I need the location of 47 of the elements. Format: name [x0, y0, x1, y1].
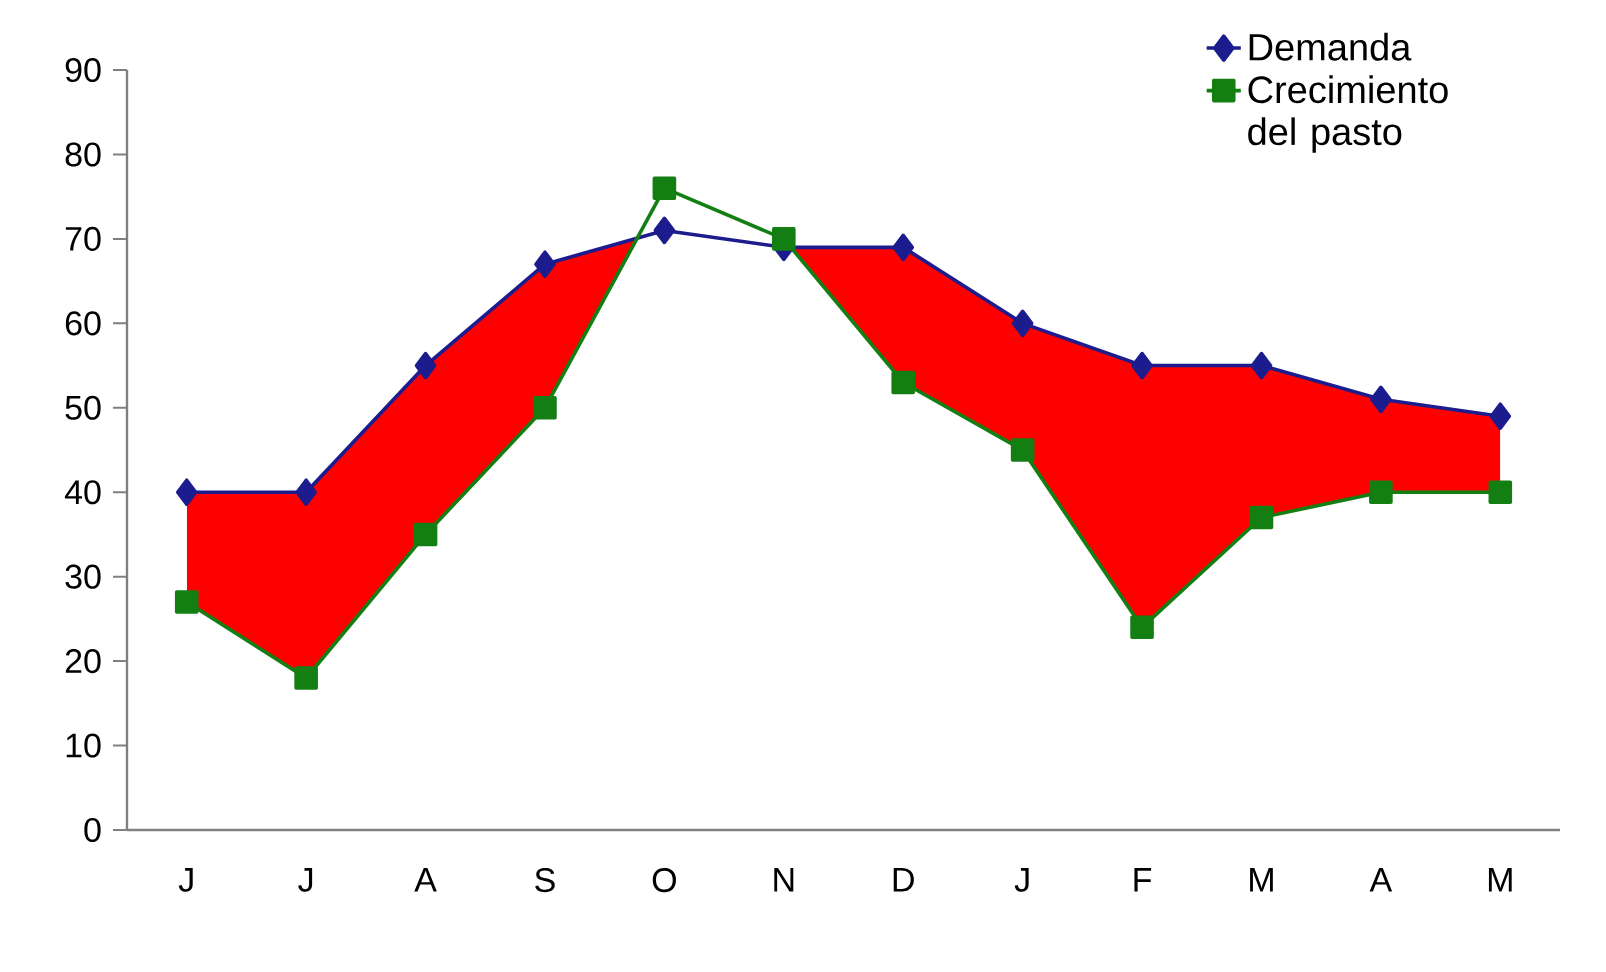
y-tick-label: 70 [65, 226, 101, 251]
x-tick-label: M [1250, 868, 1273, 892]
point [772, 227, 796, 251]
legend-label: Crecimiento del pasto [1248, 75, 1448, 153]
y-tick-label: 50 [65, 395, 101, 420]
x-tick-label: J [298, 868, 313, 892]
point [534, 250, 556, 279]
y-tick-label: 0 [84, 817, 101, 843]
point [652, 176, 677, 201]
point [1369, 480, 1393, 505]
point [653, 216, 676, 245]
y-tick-label: 80 [65, 142, 101, 167]
point [1488, 480, 1513, 505]
x-tick-label: J [178, 868, 193, 892]
point [1249, 505, 1274, 530]
x-tick-label: N [774, 868, 794, 892]
point [1489, 402, 1512, 431]
point [1131, 351, 1153, 380]
x-tick-label: M [1488, 868, 1512, 892]
point [1370, 385, 1392, 414]
point [1010, 438, 1035, 462]
x-tick-label: A [414, 868, 437, 892]
point [1130, 615, 1154, 640]
y-tick-label: 60 [65, 311, 101, 336]
point [414, 351, 437, 380]
point [1250, 351, 1273, 380]
x-tick-label: F [1134, 868, 1152, 892]
x-tick-label: A [1369, 868, 1393, 892]
y-tick-label: 10 [66, 733, 101, 758]
point [891, 370, 916, 395]
y-tick-label: 20 [65, 649, 101, 674]
point [892, 233, 915, 262]
y-tick-label: 30 [65, 564, 101, 589]
y-tick-label: 90 [65, 57, 101, 83]
point [413, 522, 438, 547]
point [295, 478, 317, 507]
point [1011, 309, 1034, 338]
x-tick-label: D [893, 868, 914, 892]
point [294, 666, 318, 690]
point [533, 395, 557, 420]
x-tick-label: S [535, 868, 555, 893]
x-tick-label: O [652, 868, 676, 893]
y-tick-label: 40 [64, 480, 101, 505]
legend-label: Demanda [1249, 32, 1412, 61]
point [174, 590, 199, 614]
point [175, 478, 198, 507]
x-tick-label: J [1014, 868, 1029, 892]
